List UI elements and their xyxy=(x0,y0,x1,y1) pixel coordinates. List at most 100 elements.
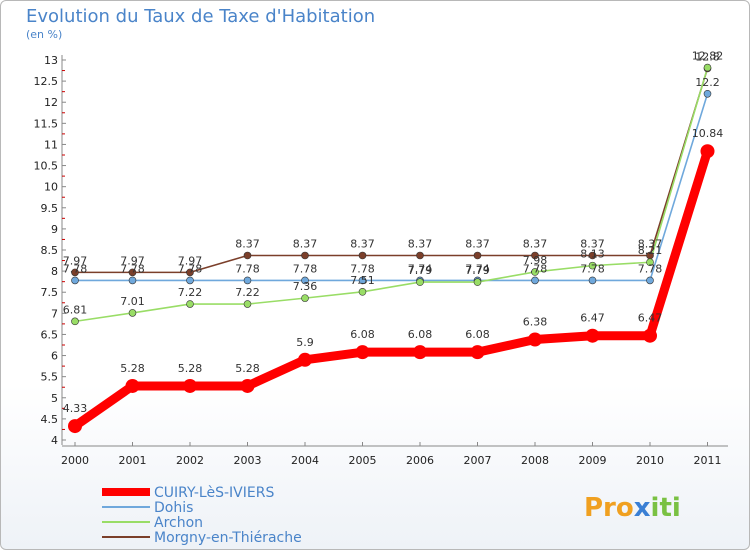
y-tick-label: 6 xyxy=(51,350,58,363)
data-label: 7.78 xyxy=(63,262,88,275)
data-label: 6.08 xyxy=(465,328,490,341)
data-label: 8.37 xyxy=(580,237,605,250)
y-tick-label: 9.5 xyxy=(41,202,59,215)
y-tick-label: 12 xyxy=(44,96,58,109)
data-point xyxy=(183,378,197,393)
data-point xyxy=(243,300,252,308)
data-point xyxy=(186,268,194,277)
data-point xyxy=(301,294,309,302)
data-label: 8.37 xyxy=(350,237,375,250)
legend-label: Morgny-en-Thiérache xyxy=(154,530,302,546)
data-label: 6.38 xyxy=(523,316,548,329)
data-label: 6.47 xyxy=(580,312,605,325)
y-tick-label: 12.5 xyxy=(34,75,59,88)
y-tick-label: 9 xyxy=(51,223,58,236)
data-label: 7.78 xyxy=(580,262,605,275)
data-point xyxy=(358,287,367,296)
data-point xyxy=(700,144,715,159)
data-label: 5.28 xyxy=(120,362,145,375)
data-point xyxy=(186,276,194,285)
series-line-1 xyxy=(74,92,709,282)
data-point xyxy=(240,378,255,393)
y-tick-label: 7.5 xyxy=(41,286,59,299)
data-point xyxy=(646,276,654,285)
y-tick-label: 8.5 xyxy=(41,244,59,257)
data-label: 7.97 xyxy=(63,254,88,267)
data-label: 7.51 xyxy=(350,274,375,287)
data-point xyxy=(358,251,367,260)
data-point xyxy=(531,251,539,260)
data-label: 5.9 xyxy=(296,336,314,349)
series-line-2 xyxy=(74,66,709,323)
data-point xyxy=(128,309,137,317)
data-label: 7.78 xyxy=(293,262,318,275)
data-label: 7.78 xyxy=(235,262,260,275)
data-point xyxy=(128,268,137,277)
data-point xyxy=(71,268,79,277)
data-point xyxy=(128,276,137,285)
data-label: 7.79 xyxy=(465,264,490,277)
data-point xyxy=(358,276,367,285)
data-label: 7.74 xyxy=(465,262,490,275)
data-point xyxy=(243,251,252,260)
data-label: 7.78 xyxy=(638,262,663,275)
proxiti-logo: Proxiti xyxy=(584,493,681,523)
data-point xyxy=(531,276,539,285)
y-tick-label: 8 xyxy=(51,265,58,278)
data-label: 5.28 xyxy=(178,362,203,375)
chart-title: Evolution du Taux de Taxe d'Habitation xyxy=(26,6,376,27)
legend-label: Dohis xyxy=(154,500,193,516)
x-tick-label: 2006 xyxy=(406,454,434,467)
y-tick-label: 13 xyxy=(44,54,58,67)
data-point xyxy=(531,268,539,276)
data-label: 6.08 xyxy=(408,328,433,341)
legend-label: CUIRY-LèS-IVIERS xyxy=(154,485,274,501)
data-point xyxy=(301,276,309,285)
data-label: 7.98 xyxy=(523,254,548,267)
data-point xyxy=(470,345,485,360)
x-tick-label: 2011 xyxy=(694,454,722,467)
x-tick-label: 2003 xyxy=(234,454,262,467)
y-tick-label: 4.5 xyxy=(41,413,59,426)
y-tick-label: 10 xyxy=(44,181,58,194)
data-label: 12.82 xyxy=(692,50,724,63)
data-point xyxy=(416,251,424,260)
x-tick-label: 2000 xyxy=(61,454,89,467)
y-tick-label: 6.5 xyxy=(41,328,59,341)
y-tick-label: 11.5 xyxy=(34,117,59,130)
svg-text:Proxiti: Proxiti xyxy=(584,493,681,523)
y-tick-label: 4 xyxy=(51,434,58,447)
x-tick-label: 2009 xyxy=(579,454,607,467)
y-tick-label: 5 xyxy=(51,392,58,405)
x-tick-label: 2005 xyxy=(349,454,377,467)
data-label: 7.78 xyxy=(178,262,203,275)
x-tick-label: 2001 xyxy=(119,454,147,467)
data-label: 7.78 xyxy=(350,262,375,275)
data-label: 8.37 xyxy=(408,237,433,250)
data-label: 8.37 xyxy=(465,237,490,250)
data-point xyxy=(186,300,194,308)
data-label: 7.01 xyxy=(120,295,145,308)
y-tick-label: 7 xyxy=(51,307,58,320)
data-label: 7.79 xyxy=(408,264,433,277)
data-label: 6.47 xyxy=(638,312,663,325)
data-point xyxy=(298,352,312,367)
data-point xyxy=(643,328,657,343)
data-label: 8.37 xyxy=(293,237,318,250)
data-label: 12.8 xyxy=(695,50,720,63)
data-point xyxy=(71,276,79,285)
data-point xyxy=(473,251,482,260)
data-point xyxy=(355,345,370,360)
y-tick-label: 11 xyxy=(44,138,58,151)
data-label: 4.33 xyxy=(63,402,88,415)
data-point xyxy=(125,378,140,393)
data-point xyxy=(588,276,597,285)
data-label: 6.08 xyxy=(350,328,375,341)
series-line-0 xyxy=(70,146,712,431)
x-tick-label: 2010 xyxy=(636,454,664,467)
data-point xyxy=(413,345,427,360)
y-tick-label: 10.5 xyxy=(34,160,59,173)
data-label: 8.37 xyxy=(235,237,260,250)
